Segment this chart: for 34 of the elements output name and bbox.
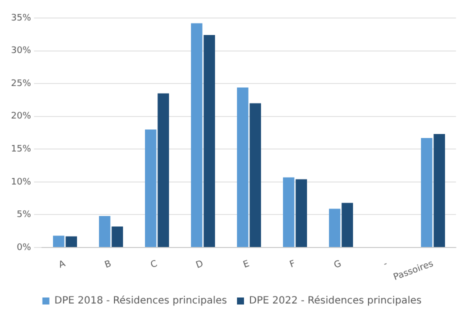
bar (190, 23, 202, 247)
x-tick-label: A (58, 258, 68, 271)
bar (204, 35, 216, 247)
x-tick-label: E (242, 259, 252, 271)
x-tick-label: C (149, 259, 159, 271)
y-tick-label: 20% (10, 112, 32, 122)
bar (328, 208, 340, 247)
legend-label: DPE 2022 - Résidences principales (249, 296, 422, 307)
bar (282, 177, 294, 247)
bar (112, 226, 124, 247)
x-tick-label: D (194, 259, 205, 271)
bar (52, 236, 64, 247)
bar (250, 103, 262, 247)
x-tick-label: F (288, 259, 297, 270)
x-tick-label: B (104, 259, 113, 271)
bar (420, 138, 432, 247)
y-tick-label: 25% (10, 78, 32, 89)
y-tick-label: 5% (16, 210, 32, 220)
bar (98, 216, 110, 247)
x-tick-label: - (382, 259, 389, 270)
bar (434, 134, 446, 247)
y-tick-label: 30% (10, 46, 32, 56)
y-tick-label: 15% (10, 144, 32, 154)
bar (66, 236, 78, 247)
bar (342, 202, 354, 247)
bar (158, 93, 170, 247)
y-tick-label: 35% (10, 13, 32, 24)
bar (144, 129, 156, 247)
bar (236, 88, 248, 247)
legend-label: DPE 2018 - Résidences principales (54, 296, 228, 307)
bar (296, 179, 308, 247)
y-tick-label: 0% (16, 242, 32, 253)
x-tick-label: G (332, 259, 343, 271)
y-tick-label: 10% (10, 177, 32, 188)
